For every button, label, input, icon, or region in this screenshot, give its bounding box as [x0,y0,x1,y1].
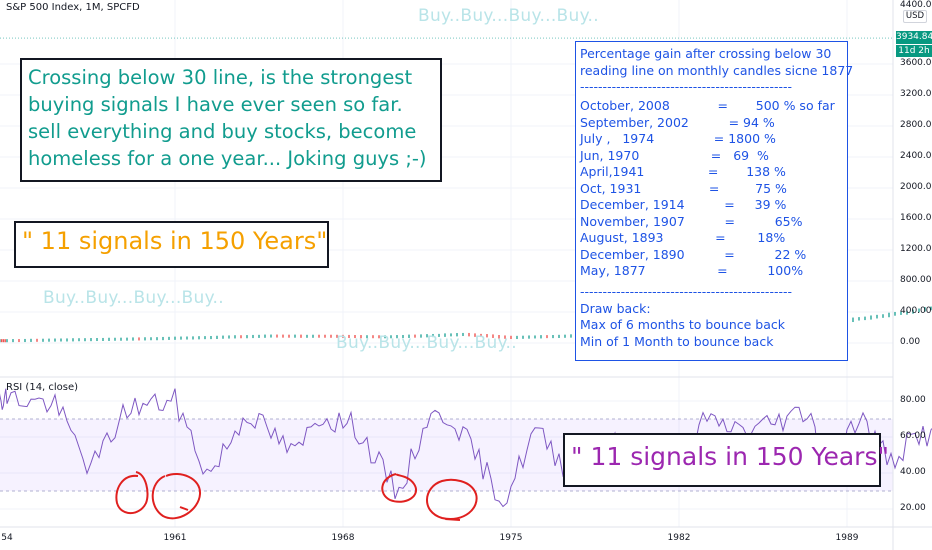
table-row: Jun, 1970 = 69 % [580,147,769,163]
table-row: September, 2002 = 94 % [580,114,775,130]
currency-label[interactable]: USD [903,10,927,23]
table-row: April,1941 = 138 % [580,164,786,179]
signals-purple-text: " 11 signals in 150 Years" [571,442,889,471]
watermark-buy-top: Buy..Buy...Buy...Buy.. [418,6,599,26]
annotation-box-signals-orange: " 11 signals in 150 Years" [14,221,329,268]
time-tick-label: 1961 [163,533,187,543]
table-row: December, 1890 = 22 % [580,246,807,262]
table-title-line-1: Percentage gain after crossing below 30 [580,46,832,61]
table-separator-bottom: ----------------------------------------… [580,284,792,299]
annotation-text-strongest: Crossing below 30 line, is the strongest… [28,64,427,172]
red-circle-1 [115,471,149,515]
red-circle-3 [381,473,417,503]
price-tick-label: 2400.00 [900,151,932,161]
drawback-section: ----------------------------------------… [580,284,792,350]
red-circle-2 [151,473,202,520]
rsi-tick-label: 40.00 [900,467,926,477]
price-tick-label: 3600.00 [900,58,932,68]
gain-table-rows: October, 2008 = 500 % so far September, 2… [580,98,835,280]
note-line-4: homeless for a one year... Joking guys ;… [28,147,427,170]
table-separator-top: ----------------------------------------… [580,79,792,94]
gain-table-title: Percentage gain after crossing below 30 … [580,46,853,96]
table-row: Oct, 1931 = 75 % [580,180,787,196]
price-tick-label: 2800.00 [900,120,932,130]
note-line-3: sell everything and buy stocks, become [28,120,417,143]
time-tick-label: 54 [1,533,13,543]
drawback-line-2: Min of 1 Month to bounce back [580,333,774,349]
price-tick-label: 1600.00 [900,213,932,223]
price-tick-label: 400.00 [900,306,932,316]
table-row: May, 1877 = 100% [580,263,804,278]
table-row: October, 2008 = 500 % so far [580,98,835,113]
table-row: December, 1914 = 39 % [580,197,787,212]
drawback-title: Draw back: [580,300,651,316]
price-tick-label: 2000.00 [900,182,932,192]
table-title-line-2: reading line on monthly candles sicne 18… [580,62,854,78]
price-tick-label: 800.00 [900,275,932,285]
watermark-buy-bottom: Buy..Buy...Buy...Buy.. [336,333,517,353]
hand-drawn-circles [115,471,478,521]
signals-orange-text: " 11 signals in 150 Years" [22,227,328,255]
price-tick-label: 0.00 [900,337,921,347]
price-tick-label: 1200.00 [900,244,932,254]
table-row: November, 1907 = 65% [580,213,803,229]
countdown-tag: 11d 2h [896,45,932,57]
watermark-buy-left: Buy..Buy...Buy...Buy.. [43,288,224,308]
table-row: August, 1893 = 18% [580,230,786,245]
time-tick-label: 1982 [667,533,691,543]
red-circle-4 [426,478,478,521]
price-tick-label: 4400.00 [900,0,932,10]
time-tick-label: 1989 [835,533,859,543]
time-tick-label: 1968 [331,533,355,543]
symbol-header[interactable]: S&P 500 Index, 1M, SPCFD [6,2,140,13]
rsi-tick-label: 20.00 [900,503,926,513]
gain-table-box: Percentage gain after crossing below 30 … [575,41,853,361]
rsi-tick-label: 60.00 [900,431,926,441]
table-row: July , 1974 = 1800 % [580,131,776,146]
rsi-header[interactable]: RSI (14, close) [6,382,79,393]
note-line-1: Crossing below 30 line, is the strongest [28,66,413,89]
price-tick-label: 3200.00 [900,89,932,99]
annotation-box-strongest: Crossing below 30 line, is the strongest… [20,58,442,182]
note-line-2: buying signals I have ever seen so far. [28,93,403,116]
rsi-tick-label: 80.00 [900,395,926,405]
time-tick-label: 1975 [499,533,523,543]
drawback-line-1: Max of 6 months to bounce back [580,317,786,332]
last-price-tag: 3934.84 [896,31,932,44]
annotation-box-signals-purple: " 11 signals in 150 Years" [563,433,889,487]
